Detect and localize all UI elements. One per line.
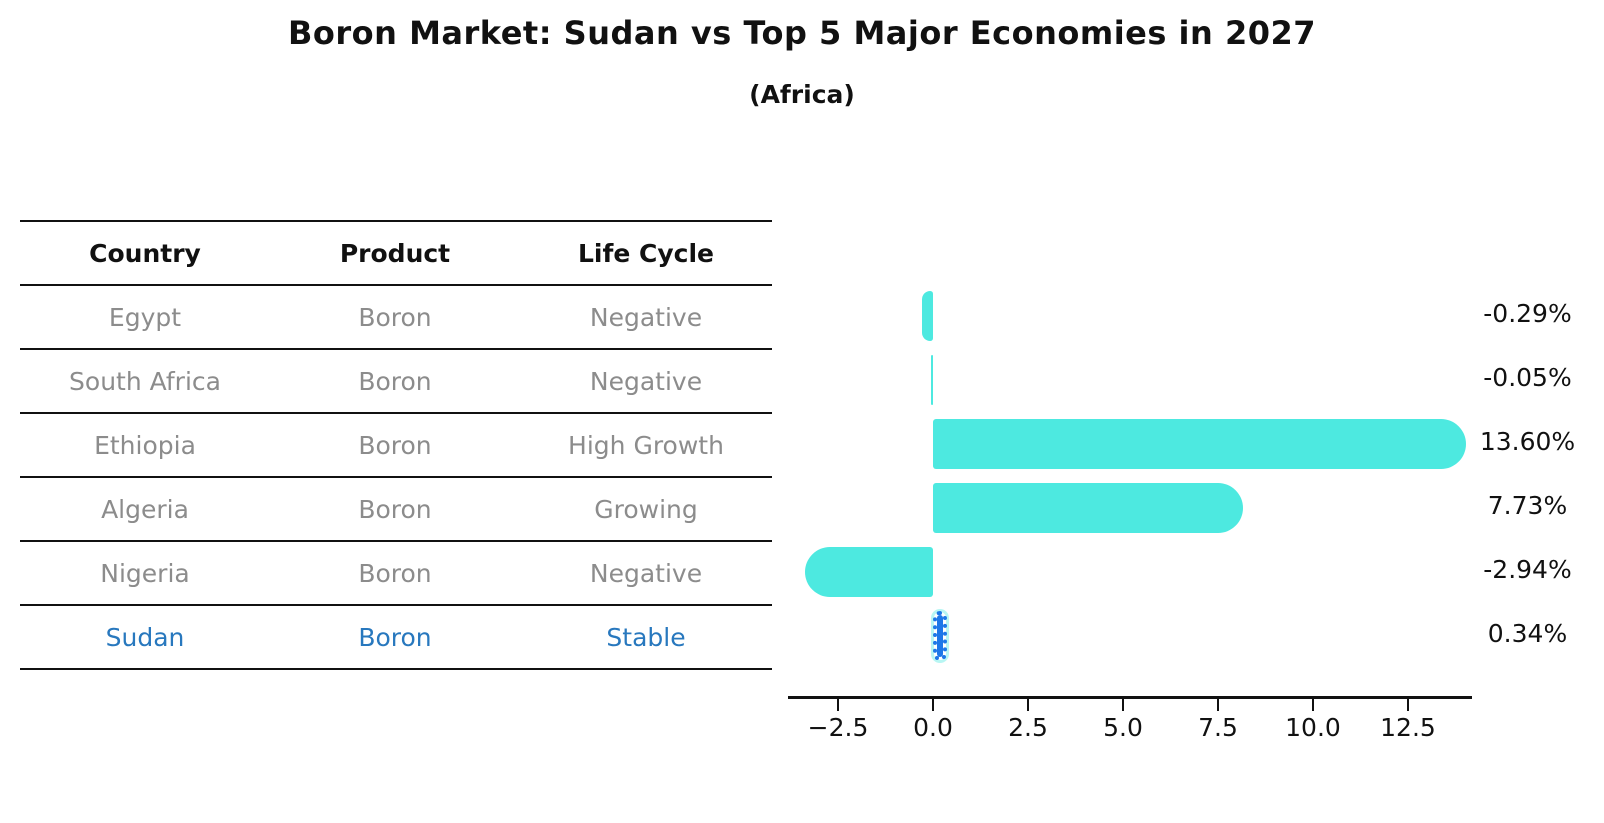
cell-product: Boron: [358, 302, 432, 332]
cell-life-cycle: Negative: [589, 366, 703, 396]
bar-algeria: [933, 483, 1243, 533]
cell-country: Sudan: [105, 622, 185, 652]
x-tick-label: −2.5: [807, 713, 869, 742]
x-tick-mark: [837, 699, 839, 711]
cell-life-cycle: Negative: [589, 302, 703, 332]
bar-ethiopia: [933, 419, 1466, 469]
table-row-nigeria: Nigeria Boron Negative: [20, 542, 772, 606]
table-row-algeria: Algeria Boron Growing: [20, 478, 772, 542]
cell-country: South Africa: [69, 366, 221, 396]
table-header-row: Country Product Life Cycle: [20, 222, 772, 286]
value-label-south-africa: -0.05%: [1483, 363, 1572, 392]
value-label-sudan: 0.34%: [1487, 619, 1568, 648]
x-tick-mark: [1407, 699, 1409, 711]
cell-life-cycle: Stable: [606, 622, 686, 652]
cell-country: Nigeria: [100, 558, 190, 588]
bar-south-africa: [931, 355, 933, 405]
x-tick-label: 5.0: [1103, 713, 1143, 742]
x-tick-label: 10.0: [1285, 713, 1341, 742]
value-label-nigeria: -2.94%: [1483, 555, 1572, 584]
x-tick-mark: [932, 699, 934, 711]
chart-title: Boron Market: Sudan vs Top 5 Major Econo…: [288, 14, 1316, 52]
x-tick-mark: [1217, 699, 1219, 711]
bar-sudan: [933, 611, 947, 661]
cell-product: Boron: [358, 622, 432, 652]
cell-product: Boron: [358, 494, 432, 524]
value-label-ethiopia: 13.60%: [1479, 427, 1576, 456]
x-axis-line: [788, 696, 1472, 699]
cell-country: Ethiopia: [94, 430, 196, 460]
cell-product: Boron: [358, 430, 432, 460]
x-tick-label: 2.5: [1008, 713, 1048, 742]
bar-egypt: [921, 291, 933, 341]
table-row-egypt: Egypt Boron Negative: [20, 286, 772, 350]
table-row-ethiopia: Ethiopia Boron High Growth: [20, 414, 772, 478]
x-tick-mark: [1312, 699, 1314, 711]
value-label-egypt: -0.29%: [1483, 299, 1572, 328]
col-header-country: Country: [89, 238, 201, 268]
country-table: Country Product Life Cycle Egypt Boron Neg…: [20, 220, 772, 670]
cell-product: Boron: [358, 366, 432, 396]
bar-nigeria: [805, 547, 933, 597]
table-row-sudan: Sudan Boron Stable: [20, 606, 772, 670]
cell-country: Egypt: [108, 302, 182, 332]
x-tick-label: 12.5: [1380, 713, 1436, 742]
cell-life-cycle: Growing: [594, 494, 698, 524]
cell-product: Boron: [358, 558, 432, 588]
cell-life-cycle: Negative: [589, 558, 703, 588]
chart-subtitle: (Africa): [749, 80, 855, 109]
cell-life-cycle: High Growth: [568, 430, 724, 460]
table-row-south-africa: South Africa Boron Negative: [20, 350, 772, 414]
x-tick-label: 0.0: [913, 713, 953, 742]
x-tick-mark: [1027, 699, 1029, 711]
cell-country: Algeria: [101, 494, 189, 524]
x-tick-label: 7.5: [1198, 713, 1238, 742]
col-header-product: Product: [339, 238, 451, 268]
x-tick-mark: [1122, 699, 1124, 711]
col-header-lifecycle: Life Cycle: [577, 238, 715, 268]
value-label-algeria: 7.73%: [1487, 491, 1568, 520]
